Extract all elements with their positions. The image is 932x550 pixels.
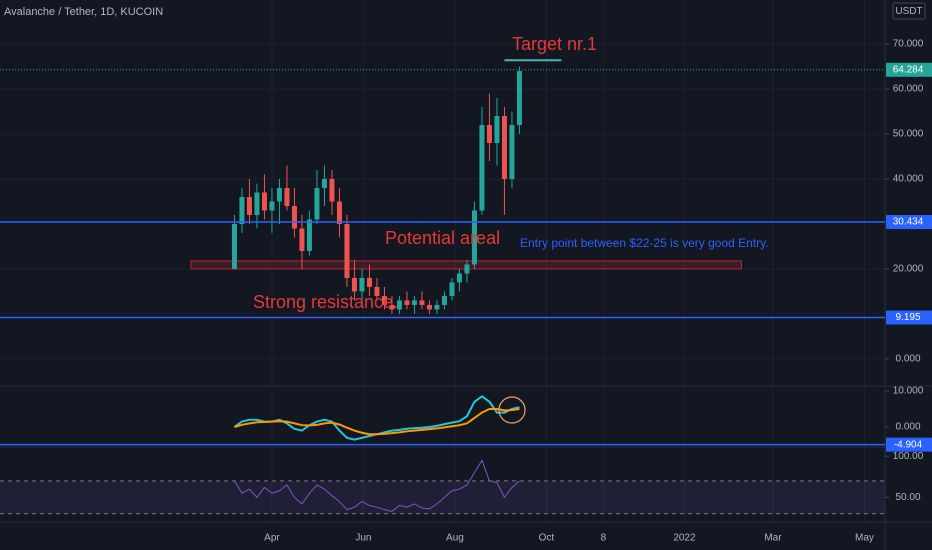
price-badge-label: 64.284: [893, 64, 924, 75]
y-tick-label: 20.000: [893, 264, 924, 275]
annotation: Potential areal: [385, 228, 500, 248]
y-tick-label: 50.00: [895, 492, 920, 503]
candle-body: [314, 188, 320, 220]
y-tick-label: 70.000: [893, 39, 924, 50]
candle-body: [299, 228, 305, 251]
chart-title: Avalanche / Tether, 1D, KUCOIN: [4, 6, 163, 18]
y-tick-label: 100.00: [893, 451, 924, 462]
price-badge: [886, 310, 932, 325]
y-tick-label: 50.000: [893, 129, 924, 140]
y-tick-label: 60.000: [893, 84, 924, 95]
candle-body: [501, 116, 507, 180]
candle-body: [494, 116, 500, 144]
candle-body: [396, 300, 402, 310]
candle-body: [449, 282, 455, 296]
rsi-line: [234, 459, 520, 512]
candle-body: [284, 188, 290, 206]
x-tick-label: Mar: [764, 533, 782, 544]
x-tick-label: Aug: [446, 533, 464, 544]
candle-body: [231, 223, 237, 269]
candle-body: [306, 219, 312, 251]
x-tick-label: 2022: [673, 533, 696, 544]
highlight-circle: [498, 396, 526, 424]
candle-body: [419, 300, 425, 305]
x-tick-label: 8: [601, 533, 607, 544]
candle-body: [486, 125, 492, 144]
candle-body: [509, 125, 515, 180]
y-tick-label: 10.000: [893, 386, 924, 397]
candle-body: [254, 192, 260, 215]
candle-body: [246, 196, 252, 215]
x-tick-label: Oct: [539, 533, 555, 544]
price-badge: [886, 62, 932, 77]
candle-body: [239, 196, 245, 224]
price-badge-label: 9.195: [895, 312, 920, 323]
candle-body: [441, 295, 447, 305]
candle-body: [389, 304, 395, 310]
candle-body: [269, 201, 275, 211]
candle-body: [479, 125, 485, 211]
candle-body: [261, 192, 267, 211]
y-tick-label: 0.000: [895, 422, 920, 433]
candle-body: [329, 179, 335, 202]
x-tick-label: Apr: [264, 533, 280, 544]
y-tick-label: 40.000: [893, 174, 924, 185]
candle-body: [351, 277, 357, 292]
currency: USDT: [895, 6, 922, 17]
candle-body: [336, 201, 342, 224]
x-tick-label: May: [855, 533, 874, 544]
candle-body: [471, 210, 477, 265]
currency-box[interactable]: [892, 2, 926, 20]
macd-line: [234, 407, 520, 436]
candle-body: [374, 286, 380, 296]
annotation: Entry point between $22-25 is very good …: [520, 236, 769, 250]
y-tick-label: 0.000: [895, 354, 920, 365]
annotation: Target nr.1: [512, 34, 597, 54]
candle-body: [276, 188, 282, 202]
candle-body: [321, 179, 327, 189]
price-badge-label: -4.904: [894, 439, 923, 450]
candle-body: [381, 295, 387, 305]
candle-body: [359, 277, 365, 292]
rsi-band: [0, 480, 885, 514]
annotation: Strong resistance.: [253, 292, 398, 312]
candle-body: [426, 304, 432, 310]
candle-body: [404, 300, 410, 305]
candle-body: [291, 205, 297, 229]
candle-body: [366, 277, 372, 287]
candle-body: [456, 273, 462, 283]
candle-body: [411, 300, 417, 305]
x-tick-label: Jun: [355, 533, 371, 544]
candle-body: [516, 71, 522, 126]
candle-body: [344, 223, 350, 278]
price-badge: [886, 437, 932, 452]
price-badge: [886, 215, 932, 230]
price-badge-label: 30.434: [893, 217, 924, 228]
candle-body: [464, 264, 470, 274]
candle-body: [434, 304, 440, 310]
